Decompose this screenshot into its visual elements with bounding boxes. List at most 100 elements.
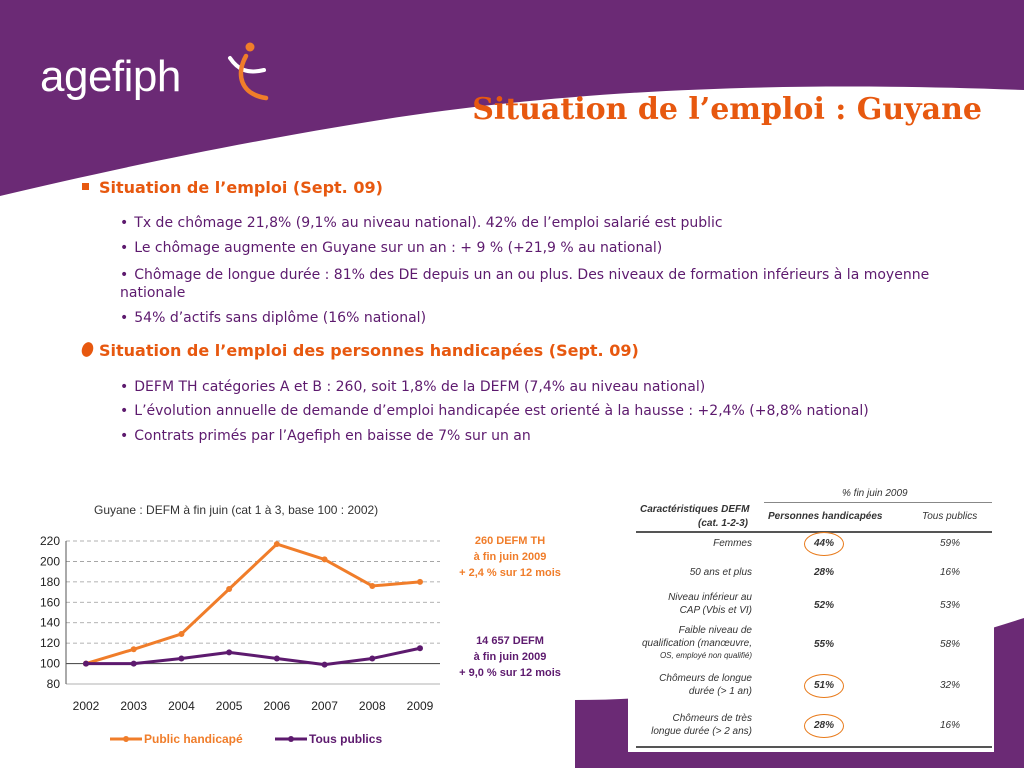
table-cell-disabled: 55%: [814, 639, 835, 650]
series-line: [86, 646, 421, 667]
list-item-text: L’évolution annuelle de demande d’emploi…: [134, 403, 869, 419]
list-item-continuation: nationale: [120, 285, 186, 301]
x-tick-label: 2007: [311, 699, 338, 713]
section-heading-text: Situation de l’emploi des personnes hand…: [99, 341, 639, 360]
logo-figure-icon: [228, 42, 269, 101]
table-cell-all: 32%: [940, 680, 961, 691]
table-row-label: qualification (manœuvre,: [641, 638, 752, 649]
table-cell-disabled: 52%: [814, 600, 835, 611]
defm-characteristics-table: % fin juin 2009 Caractéristiques DEFM (cat…: [628, 482, 994, 752]
y-tick-label: 80: [47, 677, 61, 691]
series-line: [85, 542, 421, 666]
table-header-disabled: Personnes handicapées: [768, 511, 883, 522]
y-tick-label: 140: [40, 616, 60, 630]
data-point: [130, 646, 137, 653]
chart-annotation: + 2,4 % sur 12 mois: [459, 567, 561, 579]
legend-label: Tous publics: [309, 732, 382, 746]
table-header-characteristics: Caractéristiques DEFM: [640, 504, 750, 515]
list-item-text: Tx de chômage 21,8% (9,1% au niveau nati…: [134, 215, 723, 231]
x-tick-label: 2008: [359, 699, 386, 713]
table-cell-all: 59%: [940, 538, 961, 549]
legend-marker: [288, 736, 294, 742]
header-band: [0, 0, 1024, 196]
legend-label: Public handicapé: [144, 732, 243, 746]
list-item: • L’évolution annuelle de demande d’emplo…: [120, 403, 869, 419]
data-point: [369, 582, 376, 589]
table-row-label: durée (> 1 an): [688, 686, 752, 697]
data-point: [226, 649, 233, 656]
list-item: • Tx de chômage 21,8% (9,1% au niveau nat…: [120, 215, 723, 231]
y-tick-label: 100: [40, 657, 60, 671]
table-cell-all: 16%: [940, 567, 961, 578]
table-row-label: Niveau inférieur au: [668, 592, 752, 603]
x-tick-label: 2004: [168, 699, 195, 713]
list-item-text: DEFM TH catégories A et B : 260, soit 1,…: [134, 379, 706, 395]
table-row-label: Chômeurs de très: [672, 713, 752, 724]
data-point: [417, 578, 423, 585]
chart-annotation: + 9,0 % sur 12 mois: [459, 667, 561, 679]
table-header-all: Tous publics: [922, 511, 978, 522]
table-row-label: longue durée (> 2 ans): [651, 726, 752, 737]
agefiph-logo: agefiph: [40, 52, 181, 101]
chart-annotation: à fin juin 2009: [474, 551, 547, 563]
table-cell-all: 16%: [940, 720, 961, 731]
list-item: • 54% d’actifs sans diplôme (16% national…: [120, 310, 427, 326]
y-tick-label: 180: [40, 575, 60, 589]
list-item: • Chômage de longue durée : 81% des DE de…: [120, 267, 930, 283]
list-item-text: Contrats primés par l’Agefiph en baisse …: [134, 428, 531, 444]
section-heading-text: Situation de l’emploi (Sept. 09): [99, 178, 383, 197]
table-row-label: Femmes: [713, 537, 752, 549]
table-header-categories: (cat. 1-2-3): [698, 518, 749, 529]
defm-line-chart: Guyane : DEFM à fin juin (cat 1 à 3, bas…: [40, 503, 561, 746]
table-rule: [764, 502, 992, 503]
table-period-label: % fin juin 2009: [842, 488, 908, 499]
table-rule: [636, 746, 992, 748]
list-item-text: 54% d’actifs sans diplôme (16% national): [134, 310, 427, 326]
x-tick-label: 2002: [73, 699, 100, 713]
table-cell-disabled: 28%: [814, 567, 835, 578]
square-bullet-icon: [82, 183, 89, 190]
table-row-label: Chômeurs de longue: [659, 673, 752, 684]
y-tick-label: 220: [40, 534, 60, 548]
table-row-label: Faible niveau de: [678, 625, 752, 636]
table-cell-all: 53%: [940, 600, 961, 611]
table-row-label: CAP (Vbis et VI): [679, 605, 752, 616]
highlight-circle: [804, 532, 844, 556]
data-point: [83, 660, 89, 667]
data-point: [273, 541, 280, 548]
data-point: [369, 655, 376, 662]
table-cell-all: 58%: [940, 639, 961, 650]
list-item: • Contrats primés par l’Agefiph en baisse…: [120, 428, 531, 444]
legend-marker: [123, 736, 129, 742]
highlight-circle: [804, 714, 844, 738]
data-point: [130, 660, 137, 667]
table-row-label: 50 ans et plus: [689, 566, 752, 578]
list-item: • Le chômage augmente en Guyane sur un an…: [120, 240, 663, 256]
y-tick-label: 160: [40, 595, 60, 609]
x-tick-label: 2006: [264, 699, 291, 713]
list-item-text: Chômage de longue durée : 81% des DE dep…: [134, 267, 930, 283]
table-rule: [636, 531, 992, 533]
data-point: [178, 655, 185, 662]
data-point: [321, 661, 328, 668]
list-item-text: Le chômage augmente en Guyane sur un an …: [134, 240, 663, 256]
table-row-label: OS, employé non qualifié): [659, 651, 752, 660]
data-point: [321, 556, 328, 563]
y-tick-label: 120: [40, 636, 60, 650]
highlight-circle: [804, 674, 844, 698]
chart-annotation: 260 DEFM TH: [475, 535, 545, 547]
data-point: [178, 630, 185, 637]
y-tick-label: 200: [40, 554, 60, 568]
chart-title: Guyane : DEFM à fin juin (cat 1 à 3, bas…: [94, 503, 378, 517]
data-point: [273, 655, 280, 662]
x-tick-label: 2005: [216, 699, 243, 713]
x-tick-label: 2003: [120, 699, 147, 713]
page-title: Situation de l’emploi : Guyane: [472, 92, 982, 127]
section-heading-employment: Situation de l’emploi (Sept. 09): [82, 178, 383, 197]
list-item: • DEFM TH catégories A et B : 260, soit 1…: [120, 379, 706, 395]
chart-annotation: à fin juin 2009: [474, 651, 547, 663]
data-point: [226, 586, 233, 593]
x-tick-label: 2009: [407, 699, 434, 713]
section-heading-disabled-employment: Situation de l’emploi des personnes hand…: [79, 340, 639, 360]
round-bullet-icon: [79, 340, 96, 359]
